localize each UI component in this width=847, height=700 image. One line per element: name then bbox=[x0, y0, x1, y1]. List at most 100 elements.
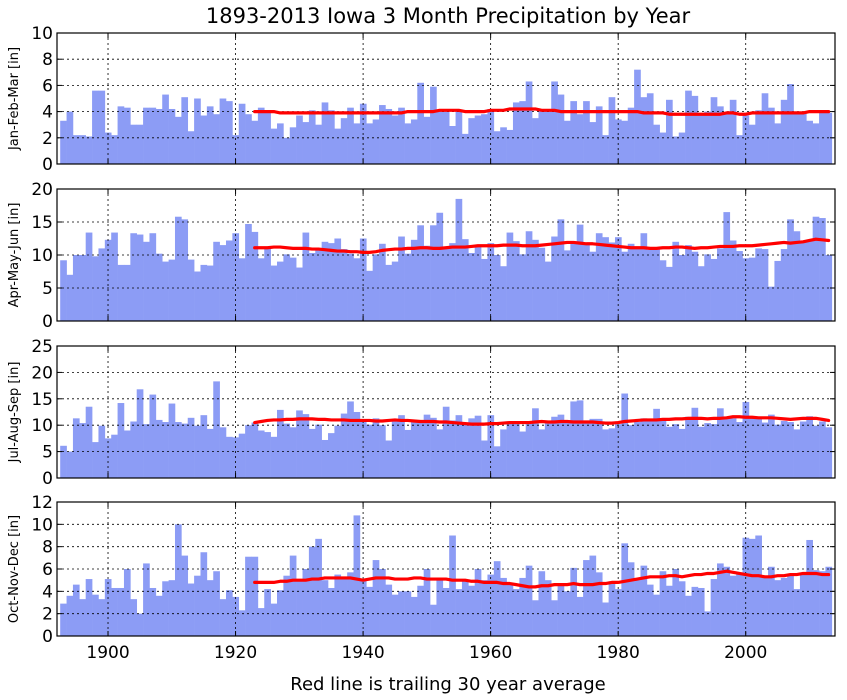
y-tick-label: 10 bbox=[31, 515, 53, 535]
bar-1984 bbox=[640, 233, 648, 321]
bar-1904 bbox=[130, 124, 138, 164]
bar-1907 bbox=[149, 587, 157, 636]
bar-1989 bbox=[672, 136, 680, 164]
bar-1973 bbox=[570, 401, 578, 478]
bar-1916 bbox=[206, 265, 214, 321]
bar-1938 bbox=[347, 107, 354, 164]
bar-1977 bbox=[595, 572, 603, 636]
bar-1950 bbox=[423, 414, 431, 478]
bar-1925 bbox=[264, 432, 271, 478]
bar-1996 bbox=[717, 106, 724, 164]
bar-1911 bbox=[174, 116, 182, 164]
bar-1970 bbox=[551, 416, 558, 478]
bar-1899 bbox=[98, 248, 106, 321]
bar-1902 bbox=[117, 106, 125, 164]
bar-1950 bbox=[423, 245, 431, 321]
bar-1938 bbox=[347, 572, 354, 636]
bar-2007 bbox=[787, 219, 794, 321]
bar-1898 bbox=[92, 442, 99, 478]
bar-1919 bbox=[225, 436, 233, 478]
bar-1989 bbox=[672, 569, 680, 636]
bar-1924 bbox=[257, 430, 265, 478]
y-tick-label: 0 bbox=[42, 312, 53, 332]
y-tick-label: 0 bbox=[42, 155, 53, 175]
bar-1990 bbox=[678, 132, 686, 164]
bar-1949 bbox=[417, 225, 424, 321]
bar-1925 bbox=[264, 247, 271, 321]
bar-1991 bbox=[685, 416, 692, 478]
bar-1973 bbox=[570, 242, 578, 321]
bar-1946 bbox=[398, 107, 405, 164]
bar-1952 bbox=[436, 212, 444, 321]
bar-2012 bbox=[819, 218, 826, 321]
bar-1984 bbox=[640, 565, 648, 636]
bar-1963 bbox=[506, 583, 514, 636]
bar-1964 bbox=[512, 241, 520, 321]
bar-1905 bbox=[136, 234, 144, 321]
bar-2002 bbox=[755, 248, 762, 321]
bar-1900 bbox=[104, 438, 112, 478]
y-axis-label: Jan-Feb-Mar [in] bbox=[7, 47, 22, 151]
bar-1975 bbox=[583, 420, 590, 478]
bar-1936 bbox=[334, 574, 342, 636]
bar-1966 bbox=[525, 423, 533, 478]
bar-1911 bbox=[174, 216, 182, 321]
x-tick-label: 1900 bbox=[86, 643, 129, 663]
bar-1913 bbox=[187, 583, 195, 636]
bar-1995 bbox=[710, 258, 718, 321]
bar-2001 bbox=[748, 257, 756, 321]
bar-1909 bbox=[162, 261, 169, 321]
bar-1979 bbox=[608, 242, 616, 321]
bar-1986 bbox=[653, 249, 660, 321]
bar-2006 bbox=[780, 420, 788, 478]
bar-1925 bbox=[264, 589, 271, 636]
bar-1977 bbox=[595, 418, 603, 478]
bar-1970 bbox=[551, 81, 558, 164]
y-tick-label: 2 bbox=[42, 129, 53, 149]
bar-1990 bbox=[678, 581, 686, 636]
bar-1938 bbox=[347, 401, 354, 478]
bar-1953 bbox=[442, 406, 450, 478]
bar-1963 bbox=[506, 129, 514, 164]
bar-1948 bbox=[410, 119, 418, 164]
bar-1966 bbox=[525, 231, 533, 321]
bar-1921 bbox=[238, 258, 246, 321]
bar-1946 bbox=[398, 591, 405, 636]
bar-1992 bbox=[691, 407, 699, 478]
y-tick-label: 15 bbox=[31, 390, 53, 410]
bar-1979 bbox=[608, 428, 616, 478]
bar-1925 bbox=[264, 110, 271, 164]
bar-2012 bbox=[819, 421, 826, 478]
bar-1937 bbox=[340, 577, 348, 636]
bar-1907 bbox=[149, 107, 157, 164]
chart-title: 1893-2013 Iowa 3 Month Precipitation by … bbox=[206, 4, 691, 28]
bar-2008 bbox=[793, 589, 801, 636]
bar-2006 bbox=[780, 99, 788, 164]
bar-1968 bbox=[538, 429, 546, 478]
bar-1972 bbox=[563, 120, 571, 164]
bar-1893 bbox=[60, 120, 67, 164]
bar-1939 bbox=[353, 123, 361, 164]
bar-1896 bbox=[79, 423, 86, 478]
bar-1950 bbox=[423, 116, 431, 164]
bar-2000 bbox=[742, 401, 750, 478]
bar-1918 bbox=[219, 98, 227, 164]
bar-1968 bbox=[538, 247, 546, 321]
bar-1904 bbox=[130, 599, 138, 636]
bar-1897 bbox=[85, 579, 93, 636]
bar-2011 bbox=[812, 570, 820, 636]
bar-1968 bbox=[538, 108, 546, 164]
bar-1929 bbox=[289, 257, 297, 321]
bar-1965 bbox=[519, 101, 527, 164]
bar-1912 bbox=[181, 219, 189, 321]
bar-1955 bbox=[455, 415, 463, 478]
bar-1987 bbox=[659, 571, 667, 636]
y-tick-label: 12 bbox=[31, 493, 53, 513]
bar-1923 bbox=[251, 231, 259, 321]
trailing-average-line bbox=[253, 569, 831, 589]
bar-1971 bbox=[557, 414, 565, 478]
bar-1960 bbox=[487, 243, 495, 321]
bar-1911 bbox=[174, 422, 182, 478]
bar-1910 bbox=[168, 403, 176, 478]
bar-1933 bbox=[315, 249, 322, 321]
